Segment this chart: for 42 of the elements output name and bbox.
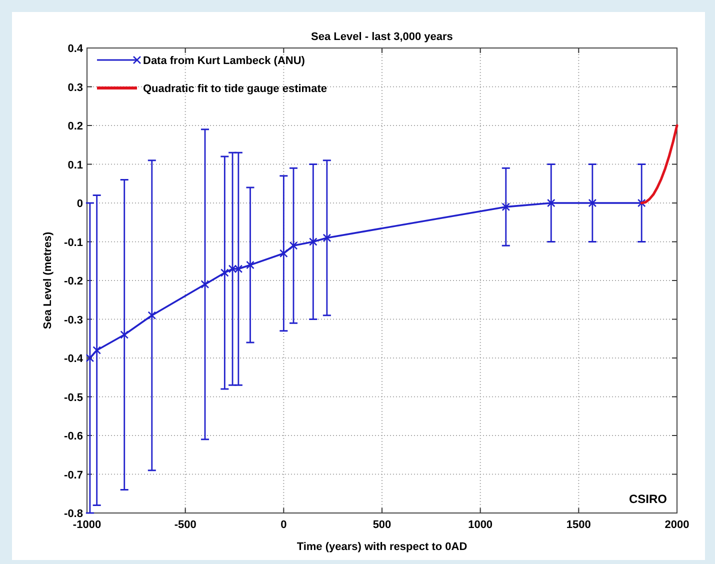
x-tick-label: -500 — [174, 519, 196, 531]
point — [289, 241, 298, 250]
point — [309, 238, 318, 246]
x-tick-label: -1000 — [72, 519, 102, 531]
chart-title: Sea Level - last 3,000 years — [311, 31, 453, 43]
y-tick-label: -0.7 — [64, 469, 83, 482]
x-axis-title: Time (years) with respect to 0AD — [296, 541, 468, 553]
x-tick-label: 2000 — [664, 519, 690, 531]
line-series — [640, 124, 678, 204]
x-tick-label: 500 — [372, 519, 392, 531]
y-axis-title: Sea Level (metres) — [42, 232, 54, 330]
point — [86, 354, 94, 362]
y-tick-label: 0.2 — [68, 120, 83, 132]
point — [92, 346, 101, 354]
x-tick-label: 1500 — [566, 519, 591, 531]
y-tick-label: -0.8 — [64, 508, 83, 520]
y-tick-label: 0.1 — [68, 159, 83, 172]
point — [546, 198, 556, 208]
point — [246, 260, 254, 270]
y-tick-label: -0.1 — [64, 236, 83, 249]
point — [280, 249, 288, 258]
y-tick-label: -0.3 — [64, 314, 83, 326]
x-tick-label: 0 — [280, 519, 287, 531]
y-tick-label: -0.4 — [64, 353, 84, 365]
x-tick-label: 1000 — [468, 519, 493, 531]
y-tick-label: 0 — [76, 198, 83, 210]
point — [637, 198, 646, 208]
y-tick-label: 0.4 — [68, 43, 84, 55]
legend-label: Data from Kurt Lambeck (ANU) — [143, 55, 306, 67]
point — [588, 198, 597, 208]
point — [148, 311, 156, 320]
legend-label: Quadratic fit to tide gauge estimate — [143, 83, 327, 95]
annotation: CSIRO — [628, 492, 667, 506]
y-tick-label: -0.2 — [64, 276, 83, 288]
y-tick-label: -0.5 — [64, 392, 83, 404]
y-tick-label: 0.3 — [68, 82, 83, 94]
point — [322, 234, 332, 242]
point — [200, 280, 210, 289]
point — [120, 330, 129, 339]
point — [220, 268, 229, 277]
y-tick-label: -0.6 — [64, 430, 83, 442]
point — [502, 202, 510, 212]
